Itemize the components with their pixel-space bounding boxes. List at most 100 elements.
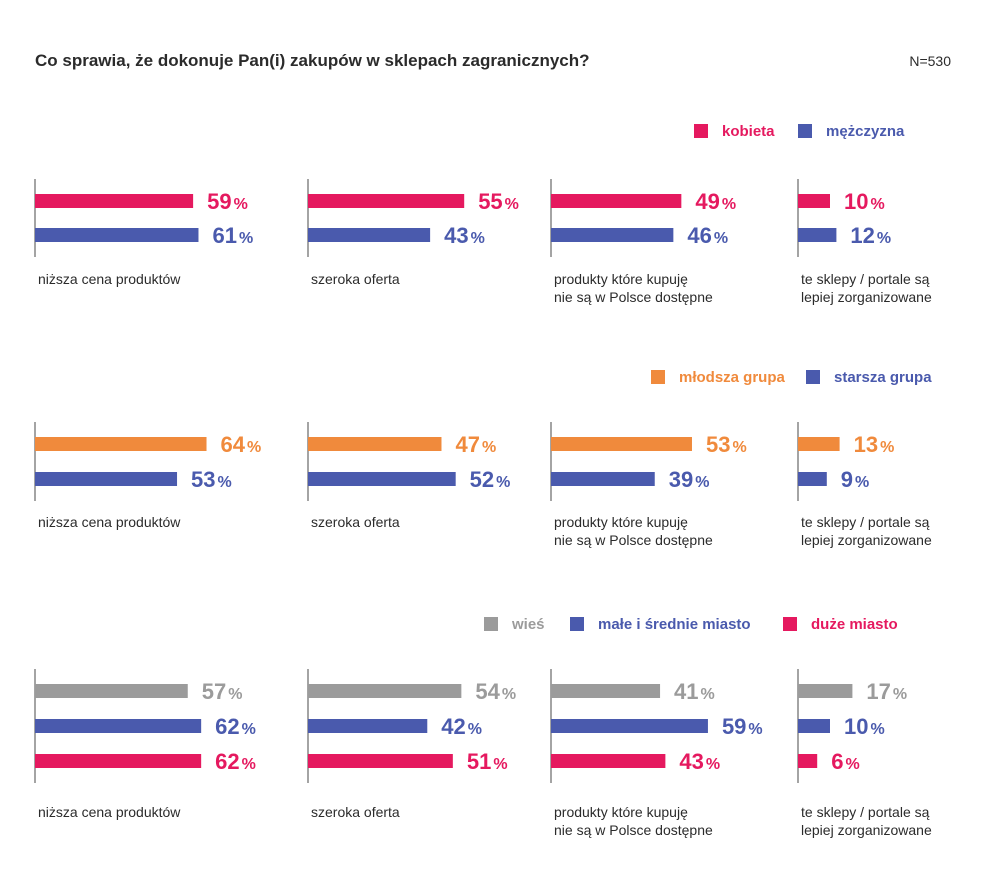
category-label: produkty które kupuję nie są w Polsce dos… <box>554 271 713 305</box>
data-label: 41% <box>674 679 715 704</box>
bar <box>308 754 453 768</box>
data-label: 42% <box>441 714 482 739</box>
data-label: 59% <box>207 189 248 214</box>
data-label-value: 62 <box>215 749 239 774</box>
legend-swatch <box>798 124 812 138</box>
data-label: 62% <box>215 749 256 774</box>
bar <box>551 472 655 486</box>
data-label-percent: % <box>714 230 728 247</box>
bar <box>308 194 465 208</box>
bar <box>798 194 830 208</box>
bar <box>551 228 674 242</box>
data-label-percent: % <box>870 196 884 213</box>
data-label-value: 59 <box>207 189 231 214</box>
data-label: 53% <box>191 467 232 492</box>
legend-label: duże miasto <box>811 616 898 633</box>
data-label-value: 41 <box>674 679 698 704</box>
bar <box>35 719 202 733</box>
category-label-line: szeroka oferta <box>311 514 400 530</box>
data-label-value: 43 <box>444 223 468 248</box>
category-label: te sklepy / portale są lepiej zorganizowa… <box>801 271 932 305</box>
legend-swatch <box>783 617 797 631</box>
data-label-value: 53 <box>191 467 215 492</box>
data-label-percent: % <box>722 196 736 213</box>
category-label-line: szeroka oferta <box>311 804 400 820</box>
data-label-value: 13 <box>854 432 878 457</box>
category-label-line: produkty które kupuję <box>554 514 688 530</box>
data-label-value: 46 <box>687 223 711 248</box>
data-label-percent: % <box>234 196 248 213</box>
data-label: 9% <box>841 467 869 492</box>
bar <box>35 228 199 242</box>
category-label-line: niższa cena produktów <box>38 271 181 287</box>
data-label-percent: % <box>855 474 869 491</box>
data-label-value: 47 <box>455 432 479 457</box>
data-label-percent: % <box>247 439 261 456</box>
legend-label: wieś <box>511 616 545 633</box>
category-label-line: produkty które kupuję <box>554 804 688 820</box>
data-label-percent: % <box>845 756 859 773</box>
legend-swatch <box>570 617 584 631</box>
data-label-percent: % <box>870 721 884 738</box>
data-label: 43% <box>444 223 485 248</box>
legend-swatch <box>651 370 665 384</box>
bar <box>35 754 202 768</box>
data-label: 61% <box>212 223 253 248</box>
bar <box>308 719 428 733</box>
legend-label: mężczyzna <box>826 123 905 140</box>
data-label-value: 53 <box>706 432 730 457</box>
data-label: 62% <box>215 714 256 739</box>
data-label-value: 42 <box>441 714 465 739</box>
data-label-value: 10 <box>844 714 868 739</box>
legend-label: małe i średnie miasto <box>598 616 751 633</box>
data-label: 55% <box>478 189 519 214</box>
bar <box>35 472 178 486</box>
bar <box>551 719 708 733</box>
data-label-value: 64 <box>221 432 246 457</box>
data-label-percent: % <box>468 721 482 738</box>
data-label-percent: % <box>748 721 762 738</box>
category-label-line: niższa cena produktów <box>38 514 181 530</box>
data-label-percent: % <box>482 439 496 456</box>
bar <box>308 472 456 486</box>
data-label-percent: % <box>239 230 253 247</box>
data-label-value: 10 <box>844 189 868 214</box>
data-label: 17% <box>866 679 907 704</box>
data-label-value: 39 <box>669 467 693 492</box>
category-label-line: produkty które kupuję <box>554 271 688 287</box>
legend-swatch <box>484 617 498 631</box>
sample-size-label: N=530 <box>909 53 951 69</box>
category-label: szeroka oferta <box>311 271 400 287</box>
data-label-percent: % <box>877 230 891 247</box>
data-label: 49% <box>695 189 736 214</box>
category-label-line: lepiej zorganizowane <box>801 822 932 838</box>
data-label: 39% <box>669 467 710 492</box>
bar <box>798 684 853 698</box>
category-label: szeroka oferta <box>311 514 400 530</box>
bar <box>551 684 661 698</box>
bar <box>798 472 827 486</box>
category-label-line: lepiej zorganizowane <box>801 532 932 548</box>
data-label-percent: % <box>701 686 715 703</box>
data-label-value: 9 <box>841 467 853 492</box>
bar <box>35 684 188 698</box>
data-label: 12% <box>850 223 891 248</box>
data-label-value: 49 <box>695 189 719 214</box>
category-label-line: lepiej zorganizowane <box>801 289 932 305</box>
data-label: 10% <box>844 714 885 739</box>
category-label: niższa cena produktów <box>38 804 181 820</box>
data-label-value: 62 <box>215 714 239 739</box>
data-label-value: 52 <box>470 467 494 492</box>
bar <box>308 437 442 451</box>
data-label-percent: % <box>242 756 256 773</box>
data-label-value: 55 <box>478 189 502 214</box>
data-label-percent: % <box>695 474 709 491</box>
category-label-line: nie są w Polsce dostępne <box>554 822 713 838</box>
bar <box>551 754 666 768</box>
category-label-line: nie są w Polsce dostępne <box>554 532 713 548</box>
bar <box>798 437 840 451</box>
data-label-value: 54 <box>475 679 500 704</box>
